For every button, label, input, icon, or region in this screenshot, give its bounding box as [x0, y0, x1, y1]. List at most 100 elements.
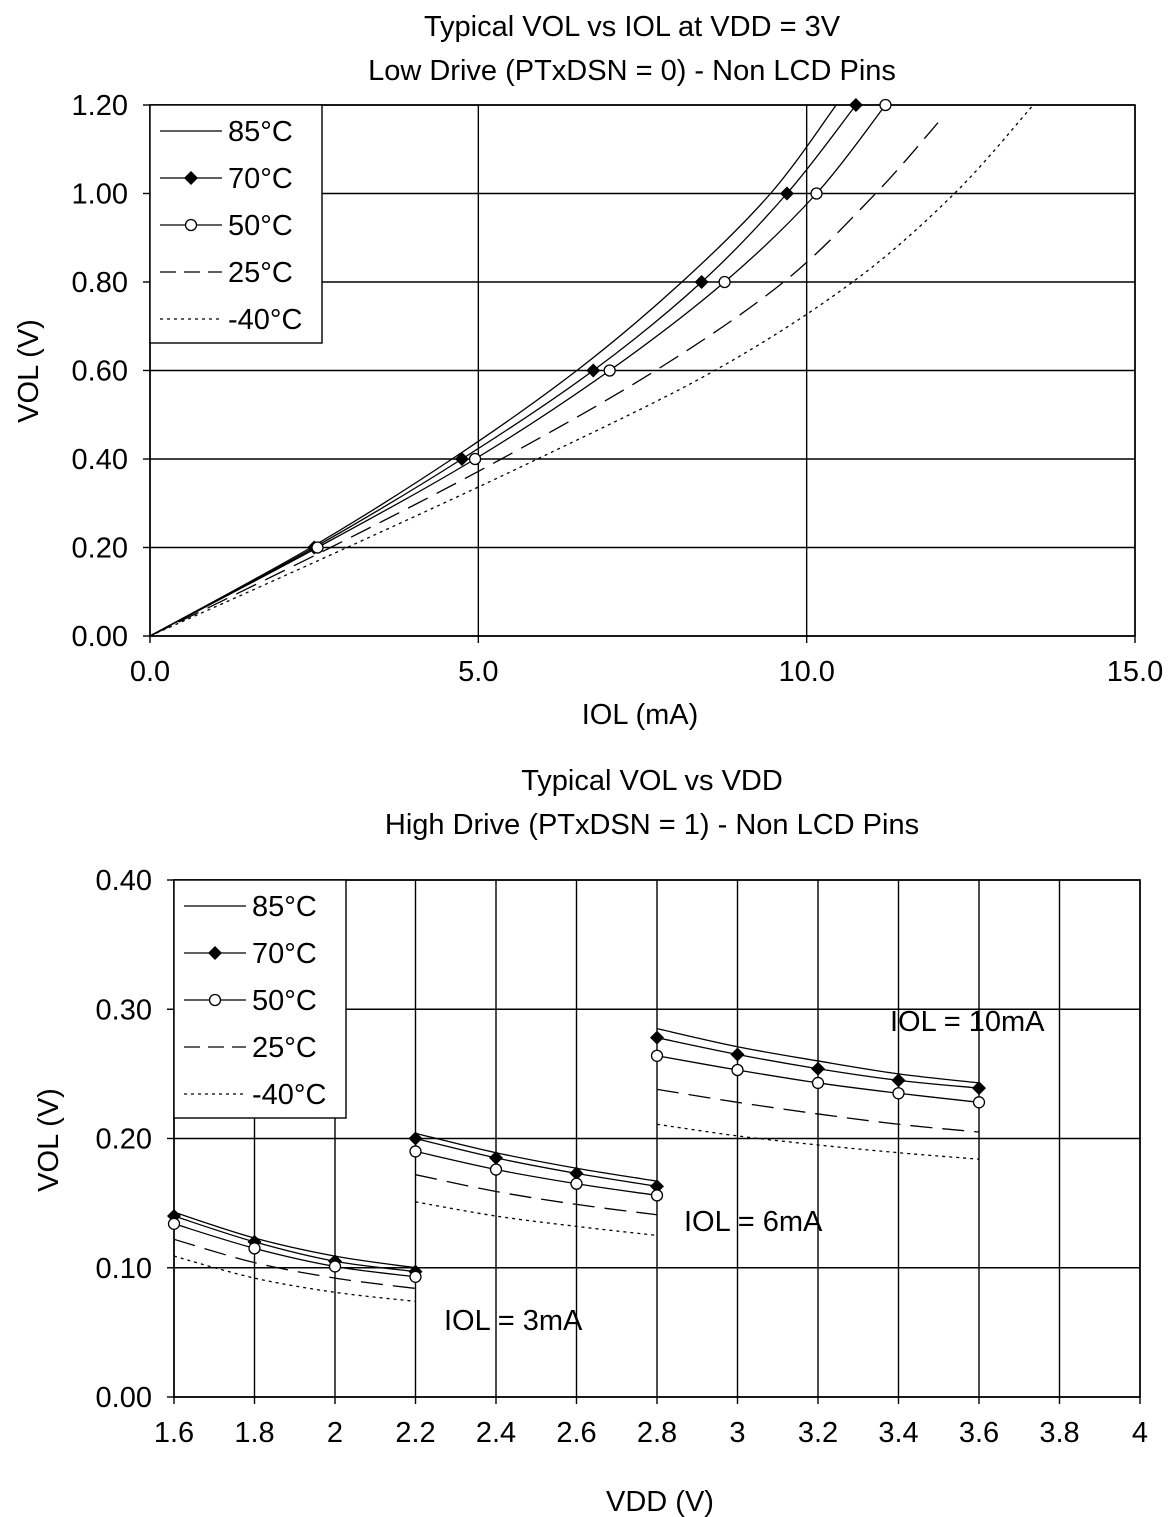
chart1-tick-labels: 0.00 0.20 0.40 0.60 0.80 1.00 1.20 0.0 5.0 10.0 15…: [72, 90, 1164, 688]
chart2-ylabel: VOL (V): [33, 1088, 65, 1192]
series-marker-2-2: [731, 1063, 744, 1077]
x-tick-label: 3.6: [959, 1417, 999, 1449]
chart2-plot-area: [167, 1028, 986, 1302]
series-marker-1-2: [570, 1177, 583, 1190]
series-line-1-3: [415, 1174, 658, 1216]
plot-frame: [173, 879, 1141, 1398]
series-marker-1-2: [489, 1163, 503, 1176]
series-marker-2-1: [972, 1081, 986, 1096]
series-marker-2-1: [891, 1073, 906, 1088]
iol-annotation-0: IOL = 3mA: [444, 1305, 583, 1337]
series-line-2-0: [656, 1028, 980, 1084]
series-marker-1-1: [650, 1179, 664, 1194]
legend-label-2: 50°C: [252, 985, 317, 1017]
x-tick-label: 3.4: [878, 1417, 918, 1449]
iol-annotation-1: IOL = 6mA: [684, 1206, 823, 1238]
y-tick-label: 0.10: [96, 1253, 152, 1285]
chart1-xlabel: IOL (mA): [582, 699, 699, 731]
series-marker-1-2: [650, 1189, 664, 1202]
y-tick-label: 0.20: [96, 1124, 152, 1156]
series-marker-2-1: [730, 1047, 745, 1062]
series-line-1-1: [415, 1137, 658, 1187]
legend-label-1: 70°C: [228, 163, 293, 195]
legend-label-4: -40°C: [252, 1079, 326, 1111]
series-marker-2: [311, 541, 324, 554]
series-marker-1: [848, 98, 863, 112]
x-tick-label: 2.8: [637, 1417, 677, 1449]
legend-label-2: 50°C: [228, 210, 293, 242]
series-line-0-1: [173, 1215, 416, 1273]
series-line-0-3: [173, 1238, 416, 1290]
x-tick-label: 2.6: [556, 1417, 596, 1449]
x-tick-label: 1.8: [234, 1417, 274, 1449]
series-marker-2-1: [650, 1030, 664, 1045]
y-tick-label: 1.00: [72, 179, 128, 211]
chart2-annotations: IOL = 3mA IOL = 6mA IOL = 10mA: [444, 1006, 1045, 1337]
series-marker-0-2: [167, 1217, 181, 1230]
x-tick-label: 15.0: [1107, 656, 1163, 688]
series-marker-2-2: [972, 1096, 986, 1109]
series-marker-1-1: [489, 1150, 503, 1165]
series-marker-2: [718, 275, 731, 289]
x-tick-label: 4: [1132, 1417, 1148, 1449]
legend-marker-1: [208, 946, 222, 960]
chart1-legend: 85°C 70°C 50°C 25°C -40°C: [149, 104, 323, 344]
series-line-1-2: [415, 1150, 658, 1197]
legend-label-0: 85°C: [228, 116, 293, 148]
chart2-tick-labels: 0.00 0.10 0.20 0.30 0.40 1.6 1.8 2 2.2 2.4 2.6 2.8 3…: [96, 865, 1149, 1449]
series-marker-2-2: [892, 1087, 905, 1100]
y-tick-label: 0.00: [72, 621, 128, 653]
series-marker-1-1: [569, 1166, 584, 1181]
y-tick-label: 0.00: [96, 1382, 152, 1414]
chart2-legend: 85°C 70°C 50°C 25°C -40°C: [173, 879, 347, 1119]
series-marker-2: [603, 364, 616, 377]
series-marker-1: [779, 186, 794, 201]
series-line-1-4: [415, 1201, 658, 1237]
chart1-plot-area: [149, 98, 1034, 637]
x-tick-label: 10.0: [778, 656, 834, 688]
series-marker-0-2: [248, 1242, 261, 1255]
series-line-0-2: [173, 1223, 416, 1278]
legend-label-4: -40°C: [228, 304, 302, 336]
series-line-2-4: [656, 1123, 980, 1160]
series-line-0-4: [173, 1255, 416, 1302]
x-tick-label: 2.2: [395, 1417, 435, 1449]
y-tick-label: 0.60: [72, 356, 128, 388]
legend-label-0: 85°C: [252, 891, 317, 923]
legend-label-3: 25°C: [228, 257, 293, 289]
x-tick-label: 5.0: [458, 656, 498, 688]
series-line-1-0: [415, 1132, 658, 1182]
legend-box: [173, 879, 347, 1119]
iol-annotation-2: IOL = 10mA: [890, 1006, 1045, 1038]
chart2-subtitle: High Drive (PTxDSN = 1) - Non LCD Pins: [385, 809, 919, 841]
y-tick-label: 0.40: [96, 865, 152, 897]
x-tick-label: 2.4: [476, 1417, 516, 1449]
x-tick-label: 3.2: [798, 1417, 838, 1449]
series-marker-2: [468, 452, 482, 466]
legend-marker-1: [184, 171, 198, 185]
series-marker-0-2: [409, 1270, 422, 1283]
x-tick-label: 0.0: [130, 656, 170, 688]
y-tick-label: 0.20: [72, 533, 128, 565]
series-marker-1-1: [408, 1131, 423, 1146]
series-line-3: [149, 122, 939, 637]
chart1-subtitle: Low Drive (PTxDSN = 0) - Non LCD Pins: [368, 55, 896, 87]
series-marker-1: [454, 452, 469, 466]
series-line-0: [149, 104, 837, 637]
series-marker-1-2: [409, 1145, 422, 1158]
chart2-xlabel: VDD (V): [606, 1486, 714, 1517]
series-marker-2-2: [811, 1076, 825, 1090]
series-marker-2-1: [811, 1061, 825, 1076]
legend-label-3: 25°C: [252, 1032, 317, 1064]
series-marker-2-2: [650, 1049, 664, 1062]
y-tick-label: 0.30: [96, 994, 152, 1026]
y-tick-label: 0.80: [72, 267, 128, 299]
x-tick-label: 3.8: [1039, 1417, 1079, 1449]
x-tick-label: 1.6: [154, 1417, 194, 1449]
chart1-title: Typical VOL vs IOL at VDD = 3V: [424, 11, 841, 43]
legend-box: [149, 104, 323, 344]
legend-marker-2: [184, 218, 198, 232]
legend-marker-2: [208, 993, 222, 1007]
series-marker-1: [694, 275, 709, 289]
